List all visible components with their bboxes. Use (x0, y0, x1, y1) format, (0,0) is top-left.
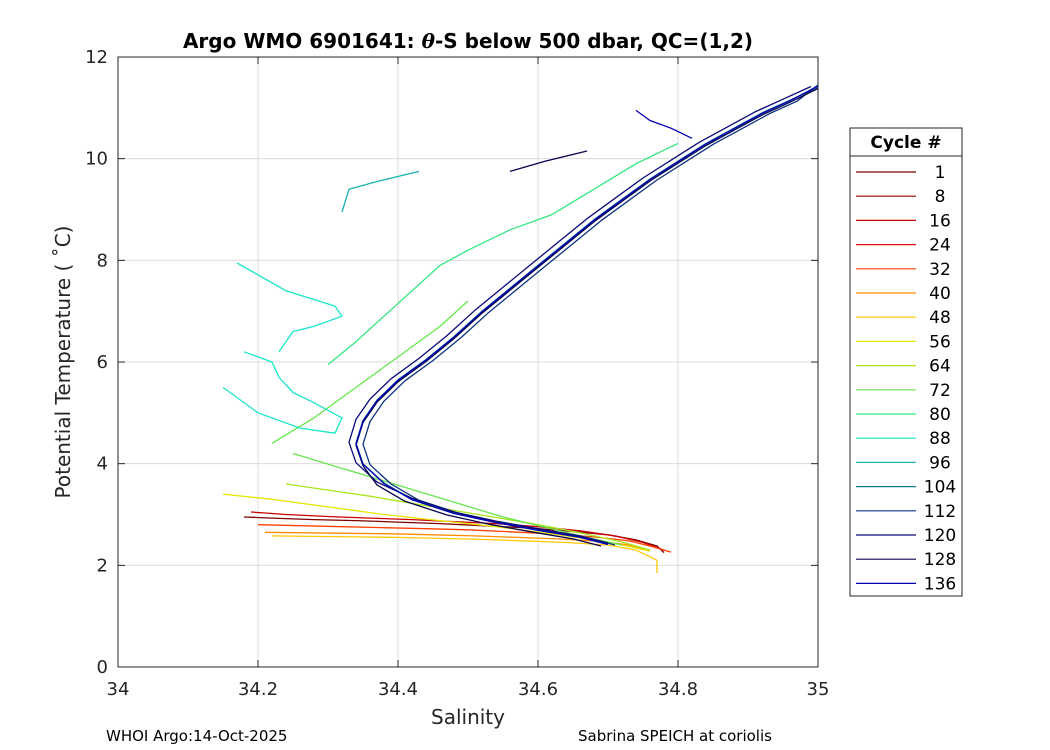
grid-lines (118, 57, 818, 667)
y-tick-label: 10 (85, 149, 108, 170)
series-line (355, 85, 819, 546)
x-tick-label: 35 (807, 679, 830, 700)
x-axis-ticks: 34 34.2 34.4 34.6 34.8 35 (107, 57, 830, 700)
legend-label: 136 (924, 574, 956, 594)
series-line (292, 452, 623, 546)
legend-label: 104 (924, 478, 956, 498)
legend-label: 88 (929, 429, 951, 449)
legend-label: 96 (929, 453, 951, 473)
series-line (250, 511, 665, 551)
y-axis-ticks: 0 2 4 6 8 10 12 (85, 47, 818, 678)
legend: Cycle # 1 8 16 24 32 40 48 56 64 72 80 88 96 104 112 12… (849, 127, 963, 597)
legend-label: 64 (929, 357, 951, 377)
series-lines (222, 84, 819, 573)
series-line (341, 170, 420, 213)
legend-box (849, 127, 963, 597)
legend-label: 80 (929, 405, 951, 425)
series-line (257, 524, 672, 553)
y-tick-label: 6 (97, 352, 108, 373)
x-axis-label: Salinity (431, 705, 505, 729)
series-line (236, 262, 343, 353)
x-tick-label: 34.6 (518, 679, 558, 700)
series-line (348, 85, 812, 544)
legend-label: 112 (924, 502, 956, 522)
x-tick-label: 34.8 (658, 679, 698, 700)
series-line (635, 109, 693, 139)
footer-right-credit: Sabrina SPEICH at coriolis (578, 727, 772, 745)
y-tick-label: 2 (97, 555, 108, 576)
legend-label: 120 (924, 526, 956, 546)
legend-label: 56 (929, 332, 951, 352)
chart-title-theta: θ (422, 29, 436, 53)
legend-title: Cycle # (870, 133, 941, 153)
footer-left-credit: WHOI Argo:14-Oct-2025 (106, 727, 287, 745)
series-line (327, 142, 679, 366)
chart-title-suffix: -S below 500 dbar, QC=(1,2) (435, 29, 753, 53)
series-line (355, 86, 819, 545)
legend-label: 16 (929, 211, 951, 231)
x-tick-label: 34 (107, 679, 130, 700)
series-line (285, 483, 651, 551)
legend-label: 40 (929, 284, 951, 304)
series-line (271, 535, 658, 573)
series-line (509, 150, 588, 173)
x-tick-label: 34.2 (238, 679, 278, 700)
chart-title-prefix: Argo WMO 6901641: (183, 29, 422, 53)
y-tick-label: 12 (85, 47, 108, 68)
legend-label: 72 (929, 381, 951, 401)
series-line (271, 300, 469, 444)
legend-label: 8 (935, 187, 946, 207)
series-line (362, 84, 819, 546)
legend-label: 1 (935, 163, 946, 183)
y-tick-label: 0 (97, 657, 108, 678)
x-tick-label: 34.4 (378, 679, 418, 700)
legend-label: 48 (929, 308, 951, 328)
legend-label: 128 (924, 550, 956, 570)
series-line (355, 87, 819, 547)
y-axis-label: Potential Temperature ( ˚C) (51, 226, 75, 499)
y-tick-label: 4 (97, 454, 108, 475)
series-line (222, 351, 343, 434)
chart-title: Argo WMO 6901641: θ-S below 500 dbar, QC… (183, 29, 753, 53)
legend-entries: 1 8 16 24 32 40 48 56 64 72 80 88 96 104 112 120 128 136 (856, 163, 956, 594)
legend-label: 32 (929, 260, 951, 280)
y-tick-label: 8 (97, 250, 108, 271)
legend-label: 24 (929, 236, 951, 256)
